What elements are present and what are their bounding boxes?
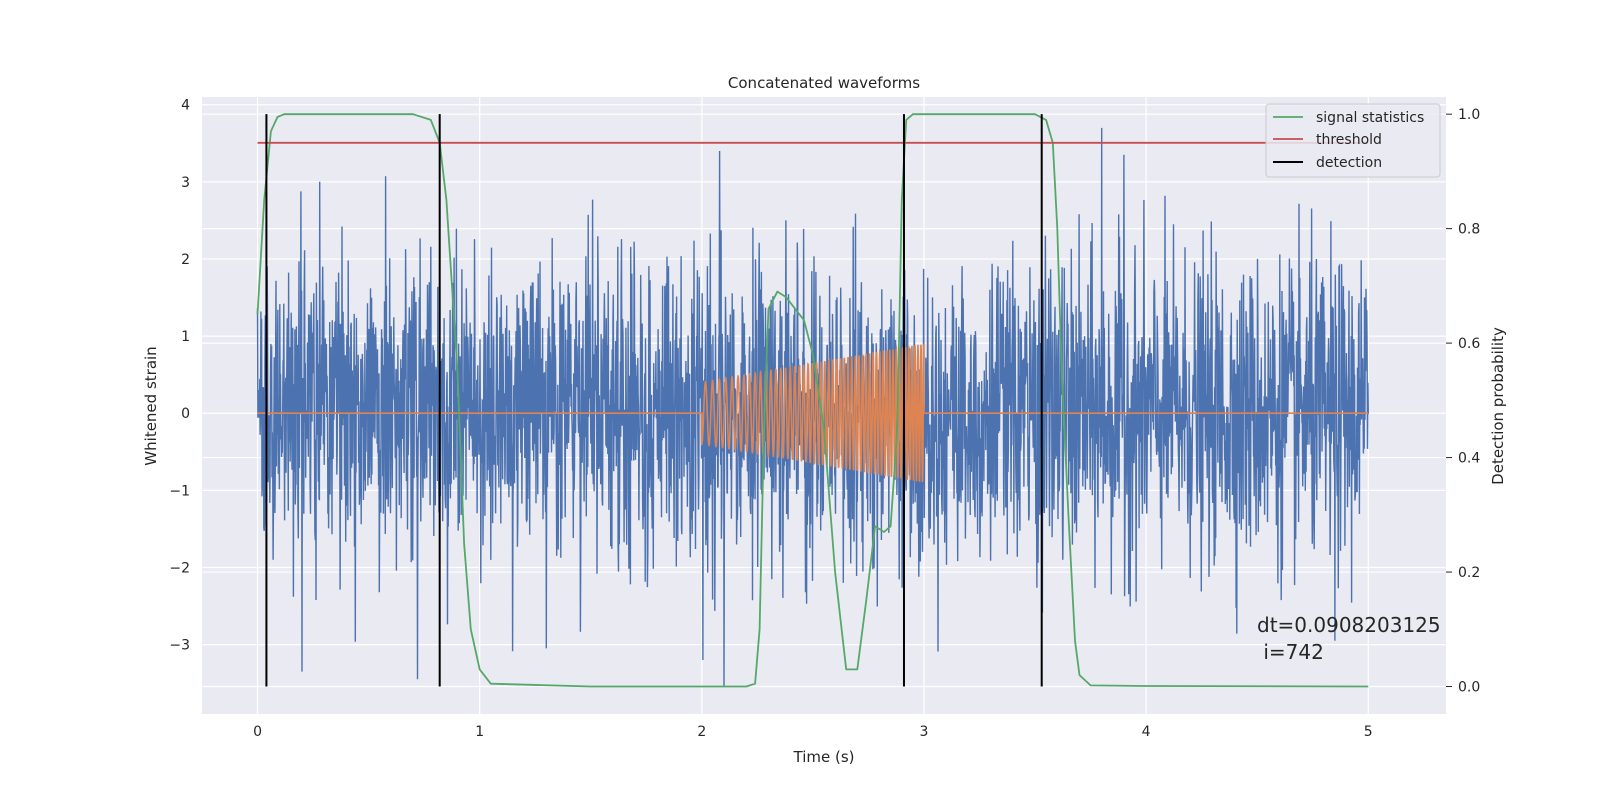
chart-title: Concatenated waveforms [728, 74, 920, 92]
y-right-tick-label: 0.2 [1458, 565, 1480, 581]
y-tick-label: −3 [169, 638, 190, 654]
signal-statistics-line [256, 113, 1369, 688]
legend-label-detection: detection [1316, 155, 1382, 171]
legend: signal statistics threshold detection [1265, 103, 1441, 178]
tick-labels: 0 1 2 3 4 5 −3 −2 −1 0 1 2 3 4 0.0 0.2 0.4 0.6 0.8 1.0 [169, 98, 1480, 740]
y-tick-label: 2 [181, 252, 190, 268]
y-right-tick-label: 1.0 [1458, 107, 1480, 123]
y-axis-right-label: Detection probability [1489, 327, 1507, 485]
injection-series [257, 343, 1369, 483]
x-tick-label: 2 [697, 724, 706, 740]
legend-label-threshold: threshold [1316, 132, 1382, 148]
signal-statistics-series [256, 113, 1369, 688]
y-tick-label: 1 [181, 329, 190, 345]
y-tick-label: −2 [169, 560, 190, 576]
legend-label-signal-statistics: signal statistics [1316, 110, 1424, 126]
y-right-tick-label: 0.6 [1458, 336, 1480, 352]
x-tick-label: 4 [1142, 724, 1151, 740]
y-axis-label: Whitened strain [142, 346, 160, 465]
legend-box [1265, 103, 1441, 178]
annotation-i: i=742 [1257, 640, 1324, 664]
y-right-tick-label: 0.4 [1458, 451, 1480, 467]
y-tick-label: 3 [181, 175, 190, 191]
y-tick-label: 4 [181, 98, 190, 114]
y-right-tick-label: 0.0 [1458, 680, 1480, 696]
x-tick-label: 3 [920, 724, 929, 740]
x-axis-label: Time (s) [793, 748, 855, 766]
y-tick-label: 0 [181, 406, 190, 422]
y-tick-label: −1 [169, 483, 190, 499]
detection-lines [265, 114, 1043, 687]
injection-line [257, 343, 1369, 483]
x-tick-label: 0 [253, 724, 262, 740]
x-tick-label: 5 [1364, 724, 1373, 740]
annotation-dt: dt=0.0908203125 [1257, 613, 1441, 637]
x-tick-label: 1 [475, 724, 484, 740]
y-right-tick-label: 0.8 [1458, 222, 1480, 238]
